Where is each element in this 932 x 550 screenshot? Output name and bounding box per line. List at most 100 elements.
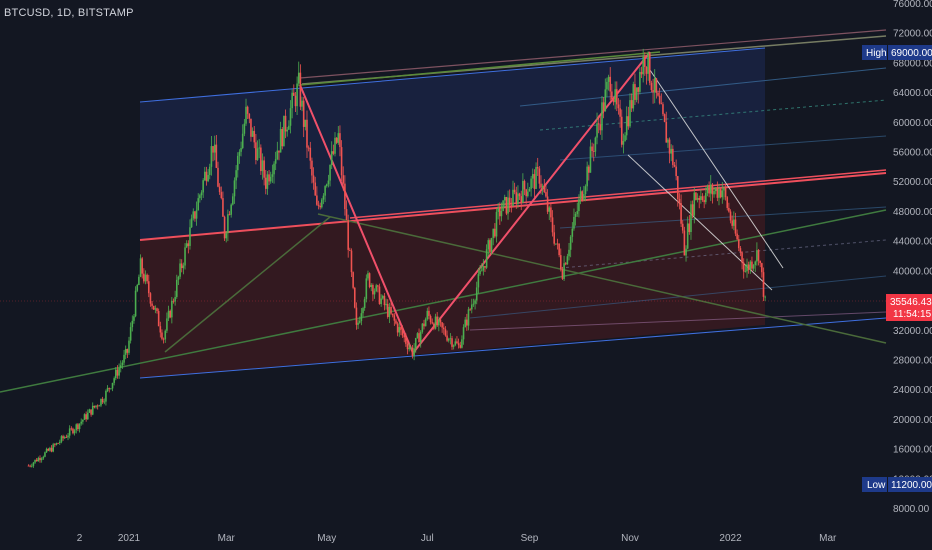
candle-body	[449, 338, 452, 340]
candle-body	[373, 291, 376, 295]
candle-body	[406, 343, 409, 350]
y-tick-label: 52000.00	[893, 177, 932, 188]
symbol-label: BTCUSD, 1D, BITSTAMP	[4, 7, 134, 19]
candle-body	[233, 180, 236, 197]
candle-body	[169, 310, 172, 318]
candle-body	[246, 106, 249, 114]
candle-body	[683, 230, 686, 256]
candle-body	[50, 447, 53, 452]
candle-body	[418, 333, 420, 343]
candle-body	[751, 261, 753, 269]
candle-body	[177, 276, 180, 280]
candle-body	[489, 240, 491, 252]
candle-body	[434, 316, 437, 329]
candle-body	[522, 180, 524, 203]
candle-body	[235, 170, 237, 181]
candle-body	[225, 233, 228, 239]
candle-body	[131, 320, 134, 328]
candle-body	[726, 197, 729, 208]
candle-body	[681, 223, 684, 231]
candle-body	[648, 53, 651, 83]
candle-body	[138, 276, 140, 286]
candle-body	[339, 133, 341, 148]
candle-body	[185, 243, 188, 248]
candle-body	[230, 204, 232, 215]
candle-body	[45, 448, 48, 453]
lower-channel-fill	[140, 185, 765, 378]
candle-body	[490, 237, 493, 252]
candle-body	[513, 189, 516, 193]
candle-body	[88, 409, 91, 413]
candle-body	[154, 308, 157, 310]
candle-body	[559, 255, 562, 270]
x-tick-label: Sep	[521, 533, 539, 544]
candle-body	[90, 409, 92, 415]
candle-body	[202, 180, 204, 193]
candle-body	[297, 72, 300, 84]
candle-body	[759, 260, 761, 264]
candle-body	[517, 193, 519, 204]
candle-body	[609, 76, 612, 92]
candle-body	[479, 270, 481, 275]
candle-body	[156, 308, 158, 312]
candle-body	[118, 367, 120, 376]
candle-body	[276, 150, 279, 160]
candle-body	[304, 119, 307, 127]
candle-body	[597, 123, 600, 125]
candle-body	[288, 125, 290, 130]
y-tick-label: 56000.00	[893, 148, 932, 159]
candle-body	[352, 272, 354, 288]
last-price-badge: 35546.43 11:54:15	[886, 294, 932, 321]
candle-body	[124, 348, 127, 355]
candle-body	[583, 194, 585, 201]
candle-body	[578, 199, 580, 212]
y-tick-label: 20000.00	[893, 415, 932, 426]
candle-body	[286, 129, 289, 132]
high-badge: High 69000.00	[862, 45, 932, 60]
candle-body	[708, 185, 710, 194]
y-tick-label: 76000.00	[893, 0, 932, 10]
candle-body	[386, 303, 389, 317]
candle-body	[325, 184, 328, 187]
candle-body	[586, 166, 588, 187]
candle-body	[110, 388, 112, 390]
candle-body	[749, 261, 752, 270]
candle-body	[523, 180, 526, 190]
candle-body	[530, 178, 532, 189]
candle-body	[746, 264, 748, 272]
candle-body	[718, 189, 720, 198]
candle-body	[194, 211, 196, 219]
candle-body	[640, 71, 643, 75]
candle-body	[495, 211, 498, 237]
candle-body	[83, 414, 86, 420]
candle-body	[676, 176, 679, 199]
candle-body	[204, 171, 206, 181]
candle-body	[57, 443, 59, 444]
candle-body	[327, 180, 330, 185]
candle-body	[756, 250, 758, 262]
candle-body	[414, 338, 417, 349]
candle-body	[551, 217, 554, 233]
candle-body	[121, 362, 124, 366]
candle-body	[228, 214, 231, 216]
candle-body	[278, 150, 280, 153]
candle-body	[279, 128, 282, 153]
candle-body	[316, 195, 318, 205]
candle-body	[411, 347, 414, 357]
candle-body	[599, 124, 602, 131]
candle-body	[543, 185, 546, 193]
candle-body	[464, 319, 466, 328]
y-tick-label: 60000.00	[893, 118, 932, 129]
candle-body	[238, 151, 241, 156]
candle-body	[273, 163, 275, 175]
candle-body	[258, 147, 260, 149]
candle-body	[377, 285, 379, 287]
candle-body	[466, 319, 468, 326]
candle-body	[470, 304, 473, 310]
x-axis: 2 2021 Mar May Jul Sep Nov 2022 Mar	[77, 533, 837, 544]
candle-body	[294, 95, 297, 107]
candle-body	[70, 428, 73, 430]
candle-body	[398, 327, 401, 333]
candle-body	[283, 115, 285, 147]
